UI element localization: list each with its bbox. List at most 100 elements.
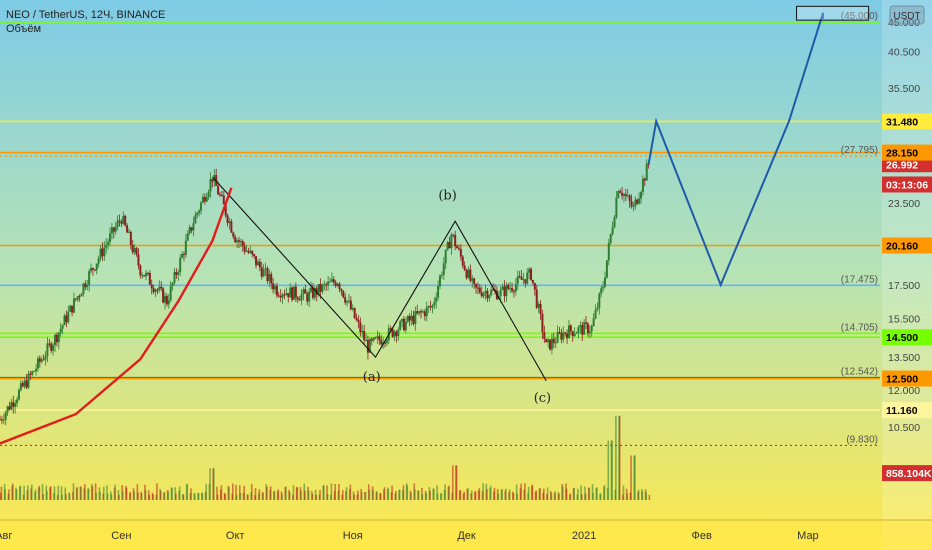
candle-body (641, 178, 644, 193)
candle-body (148, 272, 151, 285)
candle-body (564, 332, 567, 334)
volume-bar (383, 487, 386, 500)
volume-bar (508, 489, 511, 500)
candle-body (54, 334, 56, 346)
volume-bar (315, 494, 318, 500)
candle-body (59, 328, 62, 333)
candle-body (306, 293, 309, 302)
candle-body (36, 358, 39, 369)
candle-body (122, 215, 125, 224)
chart-legend: NEO / TetherUS, 12Ч, BINANCE Объём (6, 8, 165, 36)
volume-bar (611, 440, 613, 500)
candle-body (279, 295, 282, 298)
candle-body (621, 192, 624, 196)
volume-bar (220, 485, 223, 500)
candle-body (245, 250, 248, 252)
candle-body (452, 234, 455, 236)
candle-body (429, 306, 432, 308)
candle-body (366, 339, 369, 353)
candle-body (137, 254, 140, 266)
candle-body (507, 284, 510, 289)
volume-indicator-label[interactable]: Объём (6, 23, 42, 35)
candle-body (308, 291, 311, 302)
candle-body (253, 254, 256, 257)
candle-body (323, 284, 326, 286)
x-tick-label: Мар (797, 530, 819, 542)
candle-body (567, 325, 570, 339)
volume-bar (292, 485, 295, 500)
symbol-title[interactable]: NEO / TetherUS, 12Ч, BINANCE (6, 9, 166, 21)
candle-body (71, 305, 74, 313)
volume-bar (152, 494, 154, 500)
candle-body (630, 200, 633, 207)
volume-bar (330, 483, 333, 500)
candle-body (19, 383, 22, 391)
volume-bar (167, 491, 170, 500)
volume-bar (580, 494, 583, 500)
candle-body (518, 276, 521, 278)
candle-body (27, 373, 30, 388)
volume-bar (444, 484, 446, 500)
volume-bar (144, 489, 147, 500)
volume-bar (216, 494, 219, 500)
candle-body (97, 258, 100, 264)
candle-body (636, 199, 639, 204)
candle-body (319, 284, 322, 292)
candle-body (289, 287, 292, 298)
volume-bar (360, 491, 363, 500)
candle-body (162, 288, 165, 303)
candle-body (448, 242, 451, 249)
candle-body (412, 315, 415, 324)
candle-body (492, 289, 495, 291)
candle-body (530, 268, 533, 280)
candle-body (463, 265, 466, 270)
candle-body (110, 227, 113, 234)
candle-body (120, 221, 123, 224)
volume-bar (372, 490, 374, 500)
volume-bar (296, 487, 299, 500)
volume-bar (489, 485, 492, 500)
candle-body (23, 380, 26, 387)
candle-body (302, 289, 305, 295)
volume-bar (603, 485, 606, 500)
volume-bar (543, 488, 545, 500)
candle-body (256, 261, 259, 266)
volume-bar (573, 488, 575, 500)
candle-body (101, 248, 104, 257)
time-axis (0, 520, 932, 550)
y-tick-label: 45.000 (888, 17, 920, 29)
candle-body (198, 210, 201, 213)
volume-bar (349, 484, 352, 500)
candle-body (401, 318, 404, 322)
candle-body (626, 195, 629, 197)
candle-body (40, 359, 43, 362)
volume-bar (285, 486, 287, 500)
level-label: (9.830) (846, 434, 878, 445)
volume-bar (588, 487, 591, 500)
volume-bar (175, 493, 177, 500)
price-tag (882, 370, 932, 387)
candle-body (292, 286, 295, 300)
candle-body (520, 276, 523, 280)
volume-bar (596, 487, 598, 500)
volume-bar (53, 486, 56, 500)
volume-bar (156, 483, 158, 500)
volume-bar (637, 489, 640, 500)
price-tag-label: 858.104K (886, 468, 932, 480)
level-label: (14.705) (841, 322, 878, 333)
candle-body (526, 272, 529, 284)
candle-body (31, 371, 34, 375)
candle-body (355, 317, 358, 321)
candle-body (217, 185, 220, 195)
candle-body (152, 288, 155, 292)
volume-bar (95, 492, 98, 500)
candle-body (177, 272, 180, 275)
candle-body (397, 329, 400, 336)
price-tag-label: 28.150 (886, 148, 918, 160)
x-tick-label: 2021 (572, 530, 596, 542)
candle-body (541, 313, 544, 333)
candle-body (524, 279, 527, 284)
volume-bar (592, 492, 594, 500)
volume-bar (49, 486, 52, 500)
